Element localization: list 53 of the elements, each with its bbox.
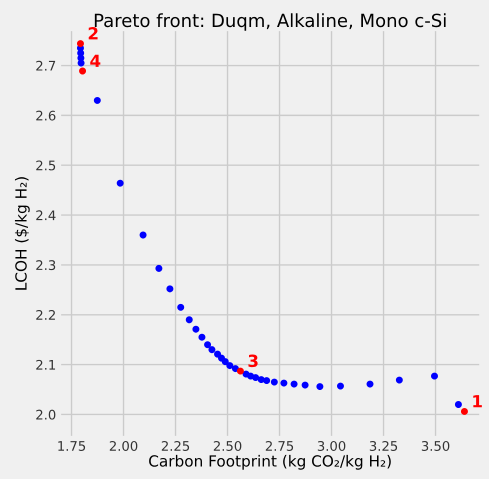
y-tick-label: 2.2 bbox=[36, 310, 55, 320]
point bbox=[140, 232, 147, 238]
y-tick-label: 2.5 bbox=[36, 160, 56, 170]
y-tick-label: 2.3 bbox=[36, 260, 56, 270]
point bbox=[204, 341, 212, 348]
point bbox=[396, 376, 403, 384]
point bbox=[454, 401, 462, 408]
x-tick-label: 2.50 bbox=[214, 440, 242, 451]
annotation: 3 bbox=[248, 354, 258, 368]
annotation: 1 bbox=[473, 395, 482, 408]
point bbox=[166, 285, 174, 292]
point bbox=[79, 68, 86, 74]
point bbox=[208, 346, 216, 354]
point bbox=[431, 372, 438, 380]
point bbox=[366, 380, 374, 388]
point bbox=[192, 326, 200, 333]
point bbox=[155, 264, 162, 272]
point bbox=[214, 350, 222, 358]
point bbox=[116, 180, 124, 187]
x-tick-label: 1.75 bbox=[58, 441, 86, 451]
x-tick-label: 3.25 bbox=[370, 440, 398, 451]
point bbox=[460, 408, 468, 415]
y-tick-label: 2.7 bbox=[36, 60, 56, 71]
y-tick-label: 2.6 bbox=[36, 110, 56, 121]
point bbox=[280, 380, 288, 387]
y-tick-label: 2.1 bbox=[36, 360, 56, 370]
annotation: 2 bbox=[88, 27, 98, 40]
x-tick-label: 2.25 bbox=[162, 440, 190, 451]
point bbox=[290, 380, 298, 388]
point bbox=[226, 362, 234, 370]
x-tick-label: 3.00 bbox=[318, 440, 346, 451]
point bbox=[94, 96, 101, 104]
point bbox=[263, 377, 270, 384]
point bbox=[198, 334, 206, 341]
x-tick-label: 2.75 bbox=[266, 440, 294, 451]
point bbox=[78, 60, 85, 67]
point bbox=[236, 368, 244, 375]
annotation: 4 bbox=[90, 54, 100, 67]
y-tick-label: 2.4 bbox=[36, 210, 56, 220]
y-tick-label: 2.0 bbox=[36, 410, 56, 420]
y-axis-title: LCOH ($/kg H₂) bbox=[14, 177, 30, 290]
point bbox=[177, 304, 184, 311]
x-tick-label: 3.50 bbox=[422, 440, 450, 451]
x-tick-label: 2.00 bbox=[110, 440, 138, 451]
point bbox=[77, 40, 84, 48]
point bbox=[337, 382, 344, 390]
x-axis-title: Carbon Footprint (kg CO₂/kg H₂) bbox=[149, 454, 391, 470]
point bbox=[316, 383, 324, 390]
point bbox=[270, 378, 278, 386]
point bbox=[302, 382, 309, 389]
point bbox=[222, 358, 229, 366]
point bbox=[186, 316, 193, 324]
point bbox=[252, 374, 260, 382]
